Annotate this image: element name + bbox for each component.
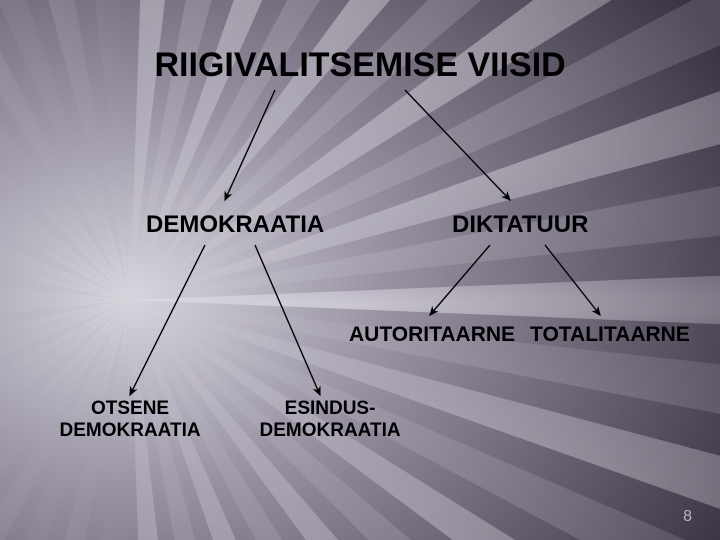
node-autor: AUTORITAARNE: [349, 323, 515, 347]
page-number: 8: [683, 508, 692, 526]
node-total: TOTALITAARNE: [530, 323, 690, 347]
node-dikt: DIKTATUUR: [452, 211, 588, 239]
node-esind: ESINDUS-DEMOKRAATIA: [260, 398, 401, 442]
node-demo: DEMOKRAATIA: [146, 211, 324, 239]
slide: RIIGIVALITSEMISE VIISID DEMOKRAATIA DIKTAT…: [0, 0, 720, 540]
node-otsene: OTSENEDEMOKRAATIA: [60, 398, 201, 442]
node-root: RIIGIVALITSEMISE VIISID: [155, 46, 566, 85]
